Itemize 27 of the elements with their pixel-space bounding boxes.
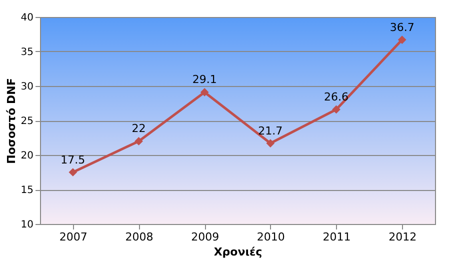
y-axis-title: Ποσοστό DNF [4,78,18,164]
y-tick-label: 40 [20,12,34,24]
y-tick-label: 15 [20,185,34,196]
x-tick-label: 2009 [191,230,220,244]
y-tick-label: 30 [20,82,34,92]
x-tick-label: 2010 [256,230,285,244]
y-tick-label: 35 [20,47,34,58]
data-label: 17.5 [60,153,86,166]
y-tick-label: 20 [20,150,34,162]
point [134,137,143,146]
data-label: 22 [132,122,146,136]
data-label: 29.1 [192,73,217,86]
x-tick-label: 2012 [388,230,417,244]
x-axis-title: Χρονιές [214,246,262,258]
x-tick-label: 2008 [125,230,154,244]
point [398,36,406,44]
x-tick-label: 2007 [59,230,88,244]
data-label: 36.7 [390,20,414,34]
point [200,88,209,96]
point [68,168,78,176]
x-tick-label: 2011 [322,230,351,244]
data-label: 26.6 [324,90,348,104]
y-tick-label: 10 [20,220,34,230]
y-tick-label: 25 [20,116,34,127]
data-label: 21.7 [258,124,283,138]
point [332,105,340,114]
point [266,139,275,148]
